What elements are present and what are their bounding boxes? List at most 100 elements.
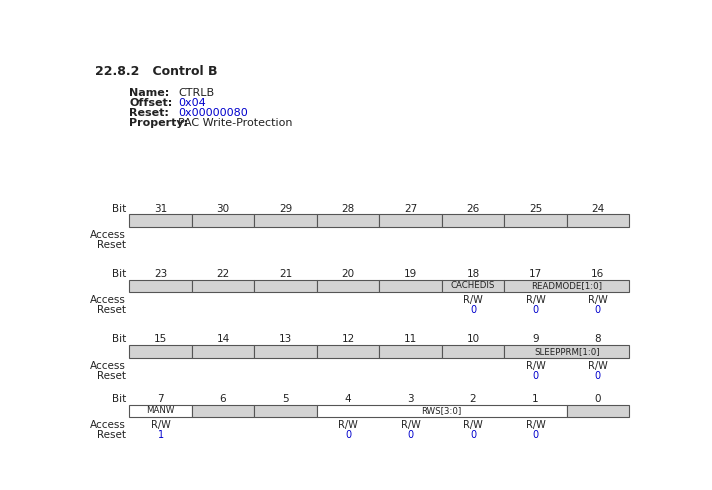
Text: 12: 12 (341, 335, 355, 344)
Bar (317, 214, 379, 227)
Text: 26: 26 (466, 203, 480, 214)
Text: Access: Access (90, 295, 126, 305)
Text: 29: 29 (279, 203, 292, 214)
Text: 2: 2 (470, 394, 476, 404)
Text: 17: 17 (529, 269, 542, 279)
Text: Reset: Reset (98, 430, 126, 440)
Text: 0: 0 (533, 430, 538, 440)
Text: 27: 27 (404, 203, 417, 214)
Text: R/W: R/W (463, 420, 483, 430)
Bar (504, 214, 567, 227)
Text: R/W: R/W (338, 420, 358, 430)
Bar (130, 214, 192, 227)
Bar (504, 280, 629, 292)
Bar (317, 405, 567, 417)
Text: 19: 19 (404, 269, 417, 279)
Text: 9: 9 (532, 335, 539, 344)
Bar (504, 345, 629, 358)
Text: Reset: Reset (98, 305, 126, 315)
Text: 16: 16 (591, 269, 604, 279)
Bar (379, 345, 441, 358)
Text: Bit: Bit (112, 203, 126, 214)
Bar (567, 214, 629, 227)
Text: Reset: Reset (98, 370, 126, 381)
Text: 0: 0 (470, 305, 476, 315)
Text: Offset:: Offset: (130, 98, 172, 108)
Text: 1: 1 (157, 430, 164, 440)
Text: 18: 18 (466, 269, 480, 279)
Text: 6: 6 (220, 394, 226, 404)
Text: 21: 21 (279, 269, 292, 279)
Text: R/W: R/W (401, 420, 420, 430)
Text: 11: 11 (404, 335, 417, 344)
Text: 14: 14 (216, 335, 230, 344)
Text: 20: 20 (342, 269, 355, 279)
Text: Reset: Reset (98, 240, 126, 250)
Text: 15: 15 (154, 335, 167, 344)
Bar (317, 345, 379, 358)
Text: 0: 0 (595, 305, 601, 315)
Bar (379, 280, 441, 292)
Text: 8: 8 (595, 335, 601, 344)
Text: 0x00000080: 0x00000080 (178, 108, 248, 118)
Text: 31: 31 (154, 203, 167, 214)
Text: 25: 25 (529, 203, 542, 214)
Text: 1: 1 (532, 394, 539, 404)
Text: 0x04: 0x04 (178, 98, 206, 108)
Text: R/W: R/W (588, 295, 608, 305)
Text: R/W: R/W (525, 295, 545, 305)
Text: 0: 0 (470, 430, 476, 440)
Text: R/W: R/W (588, 361, 608, 370)
Text: PAC Write-Protection: PAC Write-Protection (178, 118, 293, 128)
Text: 13: 13 (279, 335, 292, 344)
Text: 7: 7 (157, 394, 164, 404)
Text: R/W: R/W (525, 361, 545, 370)
Bar (441, 214, 504, 227)
Bar (192, 280, 254, 292)
Text: Name:: Name: (130, 88, 169, 98)
Text: Property:: Property: (130, 118, 189, 128)
Bar (441, 280, 504, 292)
Bar (130, 345, 192, 358)
Text: 22.8.2   Control B: 22.8.2 Control B (95, 65, 218, 78)
Text: Access: Access (90, 361, 126, 370)
Text: RWS[3:0]: RWS[3:0] (422, 406, 462, 415)
Text: R/W: R/W (151, 420, 170, 430)
Text: 28: 28 (341, 203, 355, 214)
Text: 0: 0 (533, 305, 538, 315)
Bar (192, 405, 254, 417)
Text: 0: 0 (595, 370, 601, 381)
Text: SLEEPPRM[1:0]: SLEEPPRM[1:0] (534, 347, 600, 356)
Bar (254, 345, 317, 358)
Text: Bit: Bit (112, 335, 126, 344)
Text: READMODE[1:0]: READMODE[1:0] (531, 281, 602, 291)
Text: 30: 30 (216, 203, 229, 214)
Bar (130, 405, 192, 417)
Bar (317, 280, 379, 292)
Text: 5: 5 (282, 394, 289, 404)
Text: 24: 24 (591, 203, 604, 214)
Bar (567, 405, 629, 417)
Text: 3: 3 (407, 394, 414, 404)
Bar (130, 280, 192, 292)
Text: 22: 22 (216, 269, 230, 279)
Bar (192, 345, 254, 358)
Text: R/W: R/W (463, 295, 483, 305)
Text: 23: 23 (154, 269, 167, 279)
Text: CACHEDIS: CACHEDIS (451, 281, 495, 291)
Text: R/W: R/W (525, 420, 545, 430)
Bar (441, 345, 504, 358)
Text: 0: 0 (407, 430, 414, 440)
Bar (254, 280, 317, 292)
Bar (192, 214, 254, 227)
Text: 0: 0 (595, 394, 601, 404)
Bar (254, 214, 317, 227)
Text: Access: Access (90, 230, 126, 240)
Text: 4: 4 (345, 394, 351, 404)
Text: Reset:: Reset: (130, 108, 169, 118)
Bar (254, 405, 317, 417)
Text: Bit: Bit (112, 394, 126, 404)
Text: CTRLB: CTRLB (178, 88, 214, 98)
Text: 10: 10 (466, 335, 479, 344)
Text: Access: Access (90, 420, 126, 430)
